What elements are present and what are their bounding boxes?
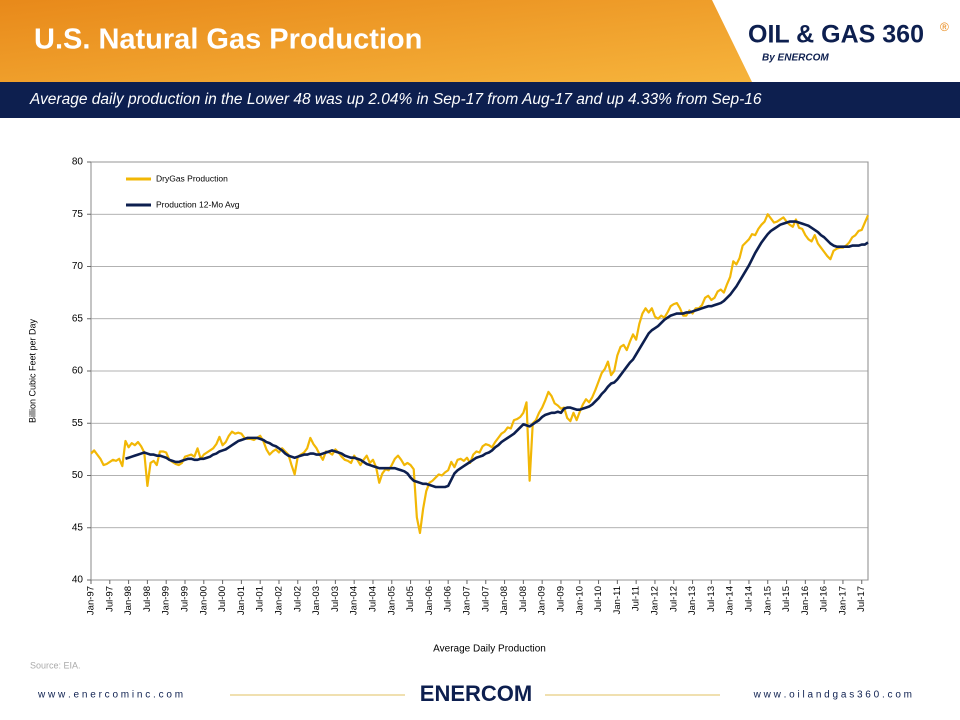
x-tick-label: Jul-13 [706,586,717,612]
x-tick-label: Jan-09 [537,586,548,615]
x-tick-label: Jul-07 [480,586,491,612]
x-tick-label: Jan-99 [161,586,172,615]
x-tick-label: Jul-15 [781,586,792,612]
series-line [125,220,869,489]
x-tick-label: Jul-16 [819,586,830,612]
x-tick-label: Jul-01 [255,586,266,612]
x-tick-label: Jul-99 [180,586,191,612]
x-tick-label: Jan-03 [311,586,322,615]
x-tick-label: Jul-06 [443,586,454,612]
x-tick-label: Jan-05 [386,586,397,615]
x-tick-label: Jul-03 [330,586,341,612]
source: Source: EIA. [30,660,81,670]
legend-label: DryGas Production [156,173,228,183]
x-tick-label: Jan-04 [349,586,360,615]
series-line [90,213,870,535]
subtitle: Average daily production in the Lower 48… [29,91,762,108]
x-tick-label: Jan-01 [236,586,247,615]
x-tick-label: Jan-98 [123,586,134,615]
x-tick-label: Jul-97 [104,586,115,612]
y-tick-label: 50 [72,470,84,481]
logo: OIL & GAS 360 [748,21,924,49]
y-axis-label: Billion Cubic Feet per Day [27,318,37,423]
x-tick-label: Jan-13 [687,586,698,615]
x-tick-label: Jul-14 [743,586,754,612]
y-tick-label: 75 [72,209,84,220]
x-tick-label: Jul-09 [555,586,566,612]
y-tick-label: 70 [72,261,84,272]
x-tick-label: Jan-15 [762,586,773,615]
x-tick-label: Jan-97 [86,586,97,615]
logo-sub: By ENERCOM [762,53,829,64]
chart: 40 45 50 55 60 65 70 75 80 Jan-97 Jul-97 Jan-98 Jul-… [27,157,870,655]
y-tick-label: 60 [72,366,84,377]
x-tick-label: Jul-10 [593,586,604,612]
header-band [0,0,752,82]
x-tick-label: Jul-05 [405,586,416,612]
x-tick-label: Jul-12 [668,586,679,612]
footer-logo: ENERCOM [420,681,532,706]
x-tick-label: Jan-07 [461,586,472,615]
subtitle-band [0,82,960,118]
x-tick-label: Jul-08 [518,586,529,612]
legend-label: Production 12-Mo Avg [156,199,240,209]
x-tick-label: Jan-16 [800,586,811,615]
x-tick-label: Jul-04 [367,586,378,612]
x-tick-label: Jan-11 [612,586,623,614]
x-axis-label: Average Daily Production [433,644,546,655]
y-tick-label: 40 [72,575,84,586]
slide-title: U.S. Natural Gas Production [34,24,422,56]
y-tick-label: 80 [72,157,84,168]
footer-left: w w w . e n e r c o m i n c . c o m [37,690,183,701]
footer-right: w w w . o i l a n d g a s 3 6 0 . c o m [753,690,912,701]
x-tick-label: Jan-06 [424,586,435,615]
x-tick-label: Jul-02 [292,586,303,612]
x-tick-label: Jan-17 [837,586,848,615]
x-tick-label: Jan-10 [574,586,585,615]
x-tick-label: Jan-00 [198,586,209,615]
x-tick-label: Jan-14 [725,586,736,615]
y-tick-label: 55 [72,418,84,429]
logo-mark: ® [940,20,949,34]
x-tick-label: Jul-11 [631,586,642,611]
x-tick-label: Jul-98 [142,586,153,612]
x-tick-label: Jan-08 [499,586,510,615]
x-tick-label: Jul-17 [856,586,867,612]
x-tick-label: Jan-12 [649,586,660,615]
x-tick-label: Jan-02 [273,586,284,615]
x-tick-label: Jul-00 [217,586,228,612]
y-tick-label: 65 [72,313,84,324]
y-tick-label: 45 [72,522,84,533]
